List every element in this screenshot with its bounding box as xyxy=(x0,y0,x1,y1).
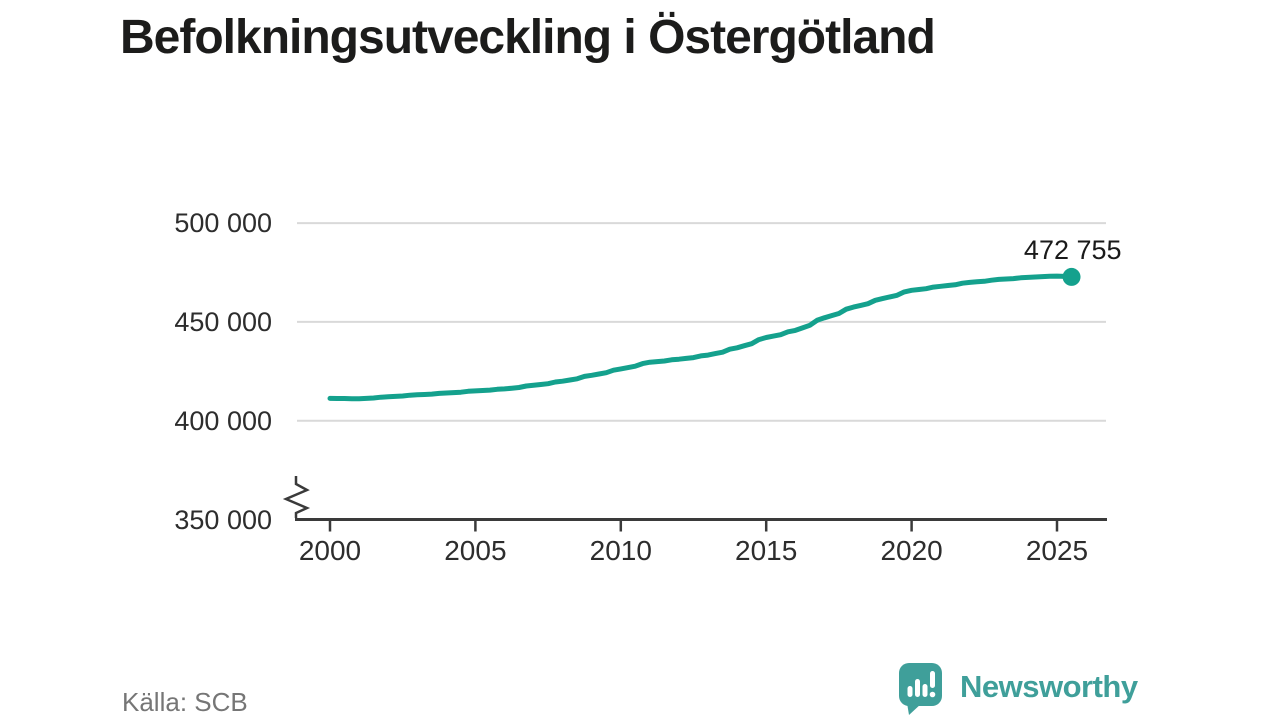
y-tick-label: 450 000 xyxy=(174,306,272,337)
x-tick-label: 2010 xyxy=(589,535,652,566)
page-title: Befolkningsutveckling i Östergötland xyxy=(120,11,936,64)
y-tick-label: 350 000 xyxy=(174,504,272,535)
end-value-label: 472 755 xyxy=(1023,234,1122,265)
x-axis xyxy=(295,518,1107,532)
population-line-series xyxy=(327,267,1081,402)
y-tick-label: 500 000 xyxy=(174,208,272,239)
newsworthy-logo[interactable]: Newsworthy xyxy=(898,663,1138,715)
y-tick-label: 400 000 xyxy=(174,405,272,436)
population-line xyxy=(327,273,1074,402)
x-tick-label: 2000 xyxy=(298,535,362,566)
x-tick-label: 2015 xyxy=(735,535,798,566)
gridlines xyxy=(297,222,1106,422)
x-tick-label: 2020 xyxy=(880,535,943,566)
x-tick-label: 2025 xyxy=(1025,535,1089,566)
source-text: Källa: SCB xyxy=(122,687,248,717)
brand-name: Newsworthy xyxy=(960,669,1138,704)
x-tick-label: 2005 xyxy=(444,535,507,566)
end-point-dot xyxy=(1062,267,1081,286)
y-axis-break-icon xyxy=(282,476,311,518)
speech-bubble-bar-chart-icon xyxy=(899,663,942,715)
